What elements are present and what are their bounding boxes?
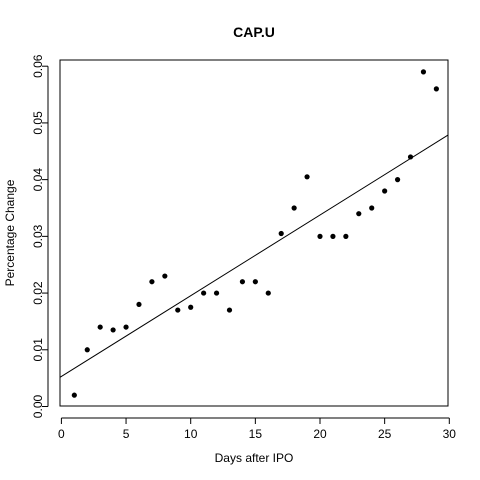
y-tick-label: 0.00 [31, 394, 45, 418]
data-point [278, 230, 284, 237]
data-point [136, 301, 142, 308]
data-point [213, 290, 220, 296]
data-point [291, 205, 297, 211]
y-tick-label: 0.03 [31, 224, 45, 248]
x-axis-label: Days after IPO [215, 451, 294, 465]
data-point [252, 279, 258, 285]
data-point [149, 279, 155, 285]
data-point [304, 174, 310, 180]
data-point [201, 290, 207, 296]
fit-line-group [59, 134, 449, 378]
data-point [110, 327, 116, 333]
data-point [239, 279, 246, 285]
x-tick-label: 0 [58, 427, 65, 441]
data-point [188, 304, 194, 310]
points-group [71, 69, 439, 398]
data-point [433, 86, 439, 92]
data-point [420, 69, 427, 75]
data-point [330, 233, 336, 239]
y-tick-label: 0.06 [31, 54, 45, 78]
data-point [162, 273, 168, 279]
data-point [123, 324, 129, 330]
data-point [84, 347, 90, 353]
y-axis-label: Percentage Change [3, 179, 17, 286]
data-point [265, 290, 271, 296]
x-tick-label: 5 [123, 427, 130, 441]
y-tick-label: 0.01 [31, 338, 45, 362]
data-point [407, 154, 414, 160]
y-tick-label: 0.04 [31, 168, 45, 192]
data-point [382, 188, 388, 194]
data-point [226, 307, 233, 313]
x-tick-label: 30 [443, 427, 457, 441]
x-axis: 0 5 10 15 20 25 30 [58, 417, 457, 441]
data-point [343, 233, 349, 239]
chart-title: CAP.U [233, 24, 275, 40]
y-tick-label: 0.05 [31, 111, 45, 135]
data-point [394, 177, 401, 183]
x-tick-label: 20 [313, 427, 327, 441]
data-point [356, 211, 362, 217]
regression-line [59, 134, 449, 378]
y-tick-label: 0.02 [31, 281, 45, 305]
data-point [317, 233, 323, 239]
data-point [71, 392, 77, 398]
data-point [175, 307, 181, 313]
y-axis: 0.00 0.01 0.02 0.03 0.04 0.05 0.06 [31, 54, 49, 418]
plot-area-box [59, 59, 449, 407]
x-tick-label: 10 [184, 427, 198, 441]
x-tick-label: 15 [249, 427, 263, 441]
x-tick-label: 25 [378, 427, 392, 441]
data-point [369, 205, 375, 211]
data-point [97, 324, 103, 330]
